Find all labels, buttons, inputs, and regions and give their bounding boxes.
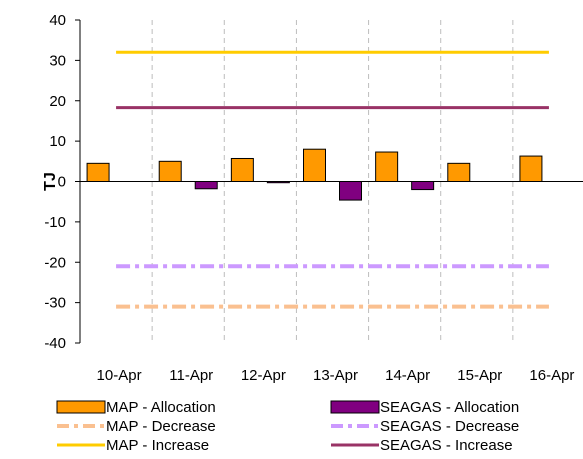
bar [86, 162, 110, 183]
y-tick-label: 0 [58, 174, 66, 191]
y-tick-label: 30 [49, 52, 66, 69]
x-tick-label: 10-Apr [97, 367, 142, 384]
y-tick-label: -30 [44, 295, 66, 312]
bar [194, 181, 218, 190]
legend-swatch [56, 400, 106, 414]
bar [303, 148, 326, 182]
legend-label: SEAGAS - Decrease [380, 418, 519, 435]
legend-label: MAP - Decrease [106, 418, 216, 435]
legend-swatch [330, 400, 380, 414]
bar [411, 181, 435, 191]
bar [158, 160, 182, 182]
x-tick-label: 16-Apr [529, 367, 574, 384]
legend: MAP - Allocation SEAGAS - Allocation MAP -… [56, 399, 519, 454]
bar [339, 181, 362, 201]
y-axis-label: TJ [42, 172, 59, 191]
x-tick-label: 12-Apr [241, 367, 286, 384]
x-tick-labels: 10-Apr 11-Apr 12-Apr 13-Apr 14-Apr 15-Apr 16-A… [97, 367, 575, 384]
bars [86, 148, 543, 201]
x-tick-label: 11-Apr [169, 367, 213, 384]
legend-label: SEAGAS - Increase [380, 437, 513, 454]
bar [230, 157, 254, 183]
legend-label: MAP - Allocation [106, 399, 216, 416]
axes [75, 19, 583, 344]
legend-label: SEAGAS - Allocation [380, 399, 519, 416]
bar [447, 162, 471, 183]
x-tick-label: 15-Apr [457, 367, 502, 384]
y-tick-label: -20 [44, 254, 66, 271]
y-tick-label: 20 [49, 93, 66, 110]
y-tick-labels: 40 30 20 10 0 -10 -20 -30 -40 [44, 12, 66, 352]
bar [519, 155, 543, 183]
y-tick-label: -40 [44, 335, 66, 352]
y-tick-label: 10 [49, 133, 66, 150]
x-tick-label: 14-Apr [385, 367, 430, 384]
x-tick-label: 13-Apr [313, 367, 358, 384]
legend-label: MAP - Increase [106, 437, 209, 454]
series-lines [116, 50, 549, 309]
y-tick-label: -10 [44, 214, 66, 231]
bar [375, 151, 399, 182]
y-tick-label: 40 [49, 12, 66, 29]
